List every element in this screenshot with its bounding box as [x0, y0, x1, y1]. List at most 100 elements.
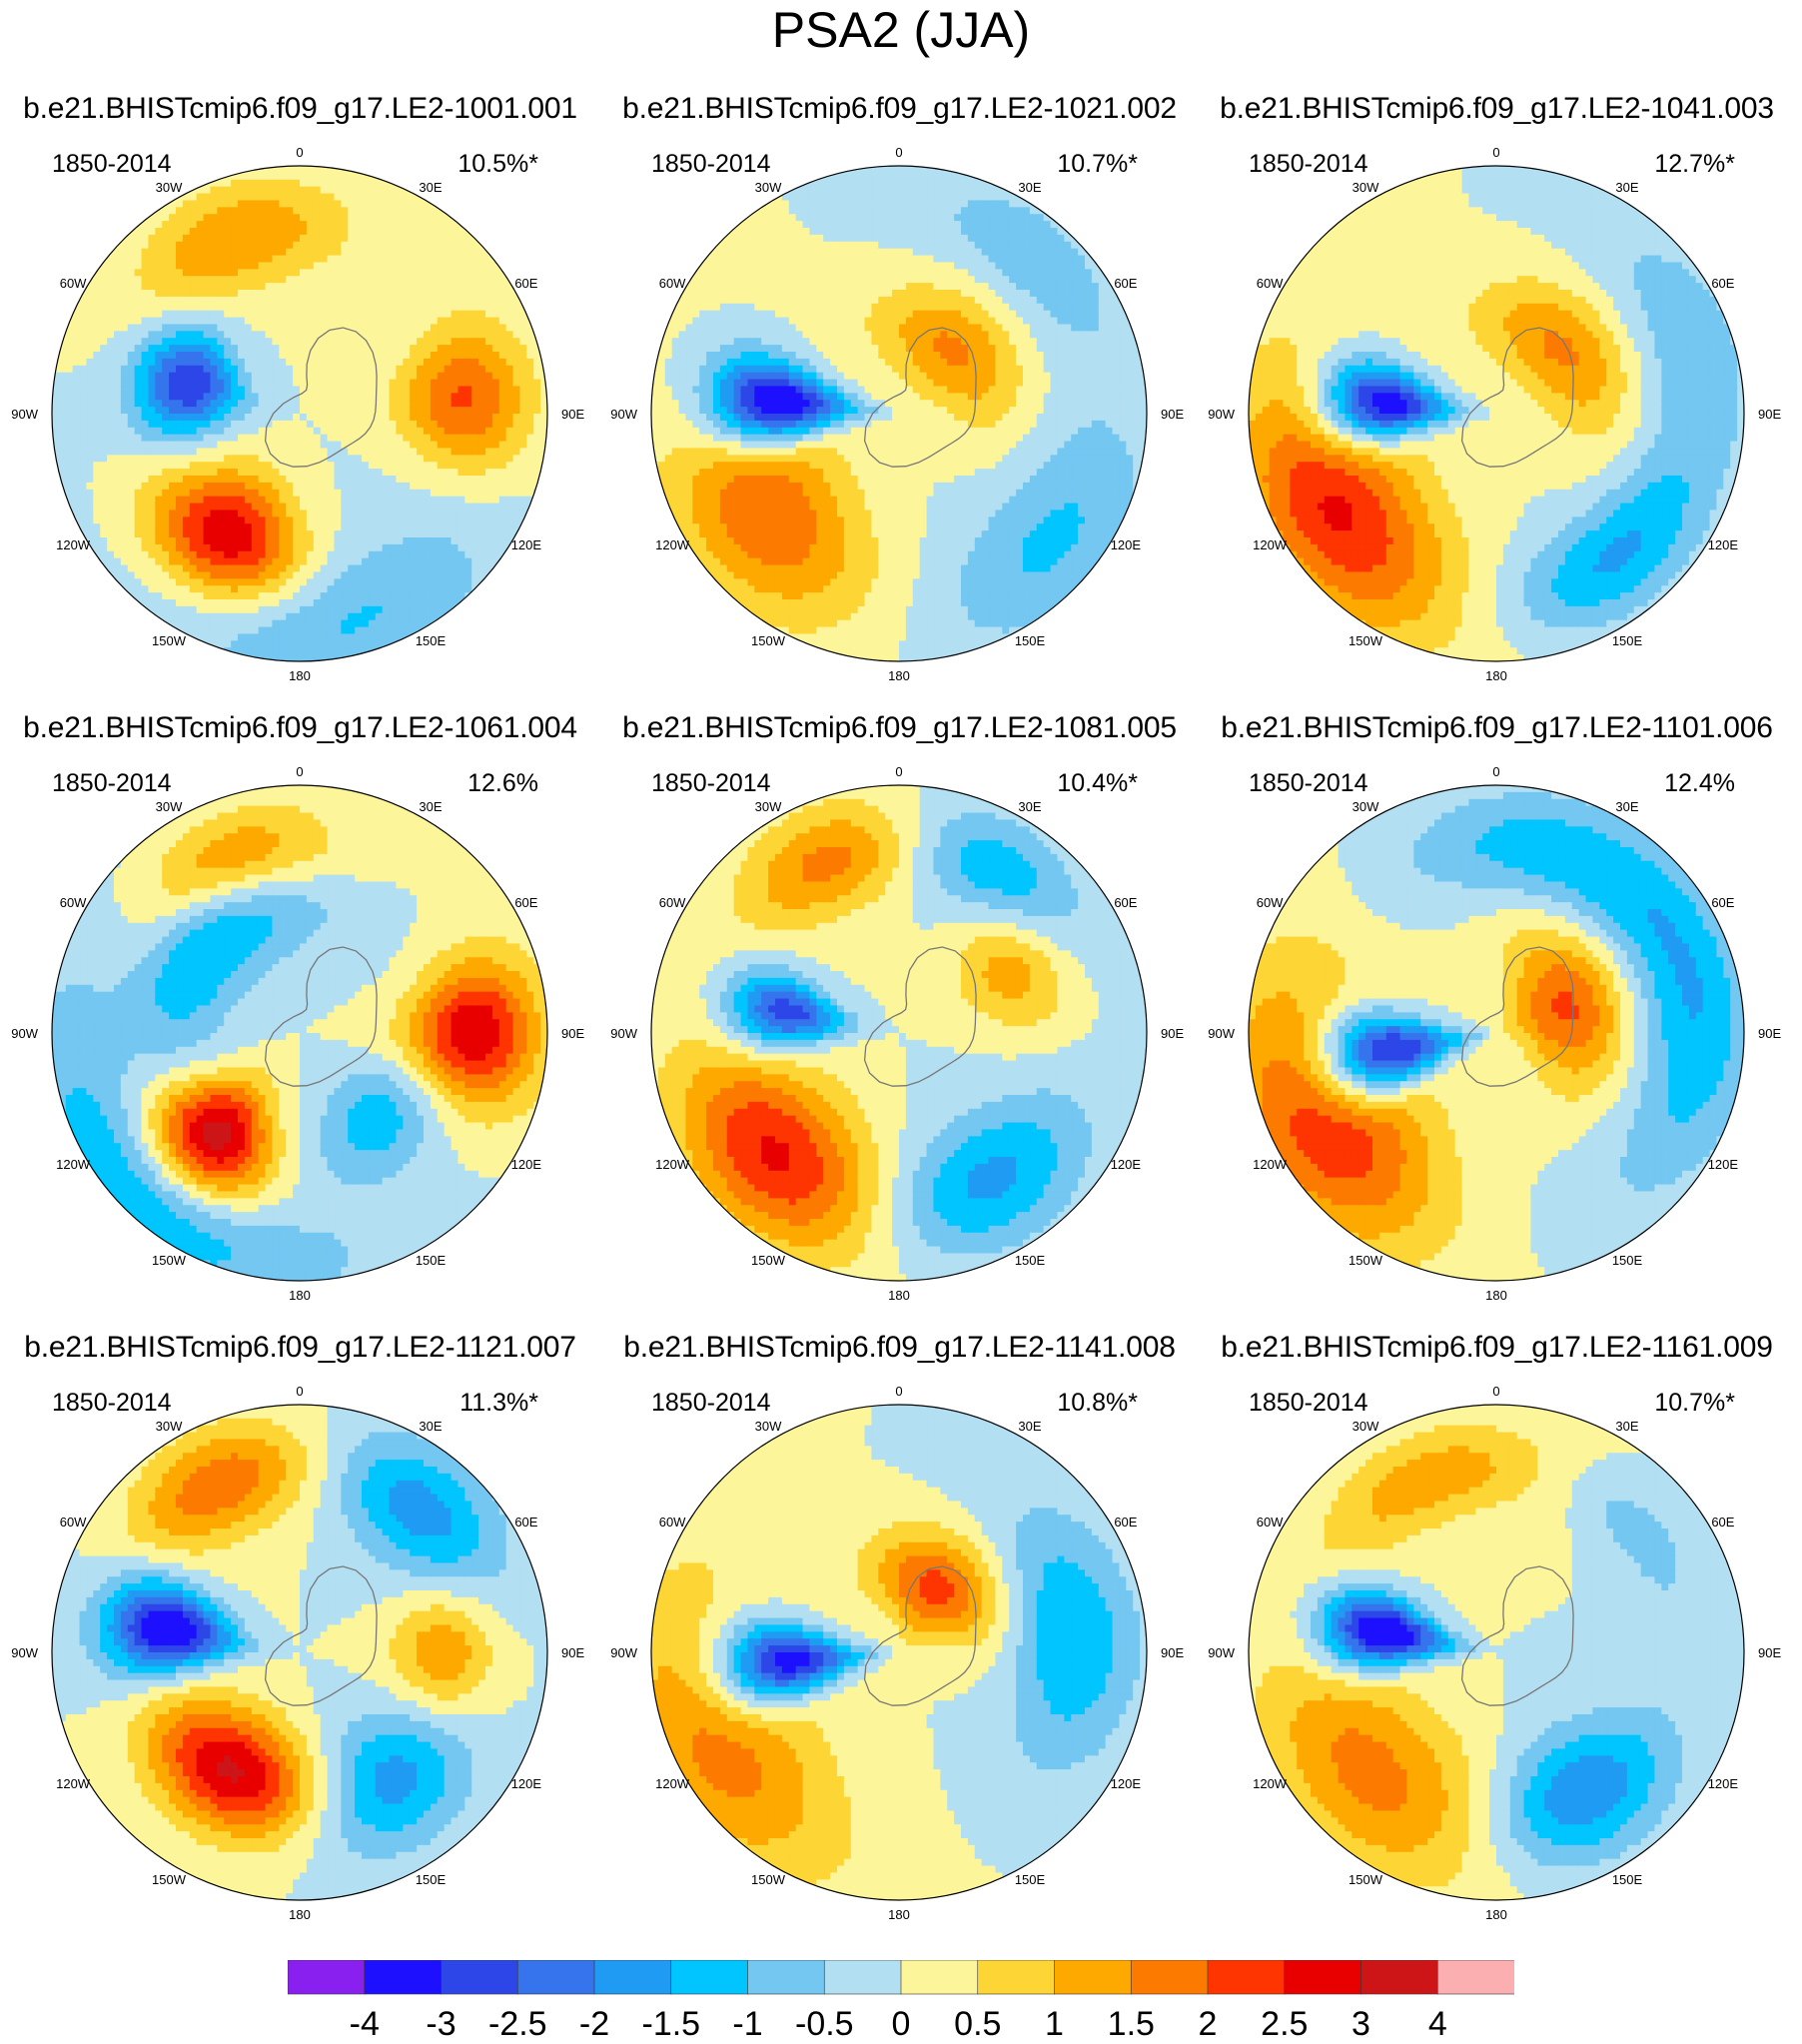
longitude-label: 60W	[1257, 895, 1284, 910]
field-contours	[1249, 166, 1745, 662]
colorbar-tick-label: 1.5	[1108, 2005, 1155, 2044]
colorbar-tick-label: -4	[350, 2005, 380, 2044]
longitude-label: 60W	[659, 895, 686, 910]
field-contours	[1249, 1405, 1745, 1901]
longitude-label: 90E	[1758, 1026, 1781, 1041]
field-contours	[651, 166, 1148, 662]
colorbar-box	[1437, 1960, 1514, 1994]
colorbar-tick-label: 0	[892, 2005, 911, 2044]
longitude-label: 60W	[1257, 276, 1284, 291]
field-contours	[651, 785, 1148, 1282]
panel-title: b.e21.BHISTcmip6.f09_g17.LE2-1001.001	[0, 92, 600, 126]
colorbar-box	[671, 1960, 748, 1994]
colorbar-box	[1361, 1960, 1438, 1994]
longitude-label: 0	[895, 145, 902, 160]
colorbar-tick-label: 1	[1045, 2005, 1064, 2044]
colorbar-box	[901, 1960, 978, 1994]
longitude-label: 90E	[561, 1645, 584, 1660]
longitude-label: 60E	[1711, 276, 1734, 291]
longitude-label: 120W	[56, 1776, 91, 1791]
longitude-label: 120E	[1111, 537, 1142, 552]
longitude-label: 90E	[561, 1026, 584, 1041]
longitude-label: 90W	[11, 1645, 38, 1660]
panel-title: b.e21.BHISTcmip6.f09_g17.LE2-1061.004	[0, 711, 600, 745]
panel-title: b.e21.BHISTcmip6.f09_g17.LE2-1081.005	[599, 711, 1200, 745]
longitude-label: 30W	[1352, 180, 1379, 195]
longitude-label: 90W	[1208, 1026, 1235, 1041]
longitude-label: 30W	[156, 180, 183, 195]
longitude-label: 90W	[1208, 1645, 1235, 1660]
panel-title: b.e21.BHISTcmip6.f09_g17.LE2-1101.006	[1197, 711, 1797, 745]
colorbar-tick-label: -2.5	[488, 2005, 547, 2044]
colorbar-tick-label: -3	[426, 2005, 455, 2044]
longitude-label: 30E	[1615, 180, 1638, 195]
longitude-label: 30W	[755, 1419, 782, 1434]
panel-title: b.e21.BHISTcmip6.f09_g17.LE2-1161.009	[1197, 1331, 1797, 1365]
longitude-label: 90E	[1758, 407, 1781, 422]
longitude-label: 180	[888, 1907, 910, 1922]
colorbar-box	[1208, 1960, 1285, 1994]
longitude-label: 60W	[659, 1515, 686, 1530]
longitude-label: 90W	[610, 407, 637, 422]
longitude-label: 30E	[1018, 1419, 1041, 1434]
colorbar-tick-label: -0.5	[795, 2005, 854, 2044]
longitude-label: 60E	[514, 895, 537, 910]
longitude-label: 120W	[655, 1776, 690, 1791]
longitude-label: 60W	[60, 1515, 87, 1530]
panel-title: b.e21.BHISTcmip6.f09_g17.LE2-1041.003	[1197, 92, 1797, 126]
longitude-label: 90W	[610, 1645, 637, 1660]
longitude-label: 0	[1492, 764, 1499, 779]
colorbar-box	[748, 1960, 825, 1994]
longitude-label: 0	[296, 764, 303, 779]
longitude-label: 30W	[755, 799, 782, 814]
longitude-label: 150W	[152, 1872, 187, 1887]
longitude-label: 120W	[655, 1157, 690, 1172]
field-contours	[52, 1405, 548, 1901]
longitude-label: 90W	[11, 1026, 38, 1041]
longitude-label: 60E	[514, 276, 537, 291]
longitude-label: 90W	[11, 407, 38, 422]
colorbar-tick-label: 2	[1199, 2005, 1218, 2044]
longitude-label: 60E	[1711, 1515, 1734, 1530]
colorbar-tick-label: -1.5	[642, 2005, 701, 2044]
longitude-label: 30W	[1352, 1419, 1379, 1434]
longitude-label: 60E	[514, 1515, 537, 1530]
panel-title: b.e21.BHISTcmip6.f09_g17.LE2-1141.008	[599, 1331, 1200, 1365]
field-contours	[52, 166, 548, 662]
longitude-label: 120W	[1253, 1157, 1288, 1172]
longitude-label: 90E	[1161, 1645, 1184, 1660]
longitude-label: 150E	[1612, 1872, 1643, 1887]
longitude-label: 150E	[1015, 1872, 1046, 1887]
longitude-label: 180	[289, 1907, 311, 1922]
longitude-label: 30E	[1615, 1419, 1638, 1434]
longitude-label: 30W	[1352, 799, 1379, 814]
longitude-label: 60E	[1114, 276, 1137, 291]
panel-title: b.e21.BHISTcmip6.f09_g17.LE2-1121.007	[0, 1331, 600, 1365]
longitude-label: 0	[1492, 1384, 1499, 1399]
colorbar-tick-label: 4	[1428, 2005, 1447, 2044]
longitude-label: 0	[1492, 145, 1499, 160]
longitude-label: 90W	[610, 1026, 637, 1041]
colorbar-box	[365, 1960, 442, 1994]
longitude-label: 120E	[1708, 1776, 1739, 1791]
longitude-label: 120E	[1708, 1157, 1739, 1172]
colorbar-box	[1131, 1960, 1208, 1994]
longitude-label: 60E	[1114, 895, 1137, 910]
longitude-label: 90E	[1161, 407, 1184, 422]
colorbar-box	[594, 1960, 671, 1994]
colorbar-tick-label: 3	[1352, 2005, 1370, 2044]
longitude-label: 30E	[419, 799, 442, 814]
longitude-label: 60W	[659, 276, 686, 291]
